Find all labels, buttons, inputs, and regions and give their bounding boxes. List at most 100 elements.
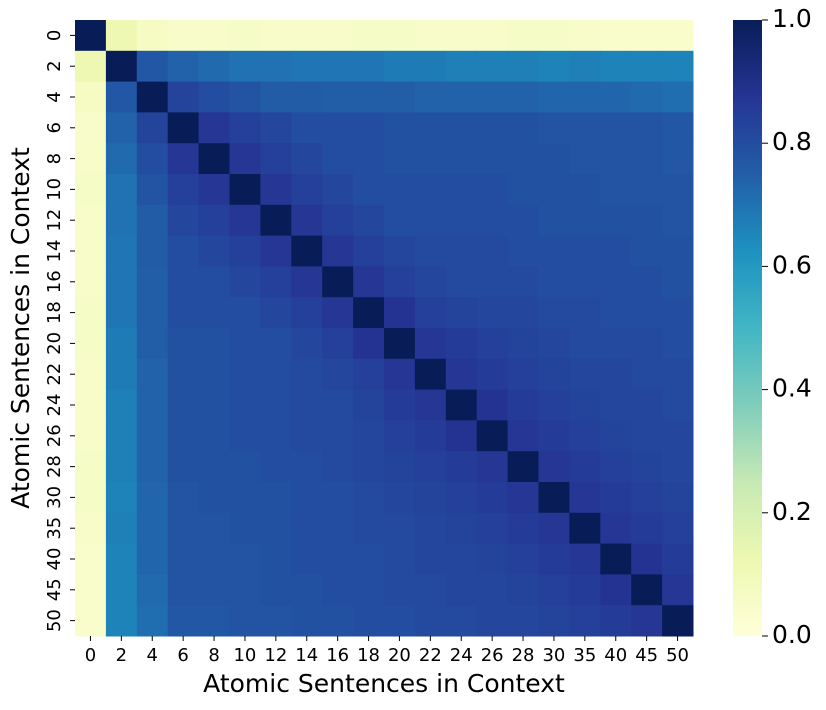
heatmap-cell [600,297,632,329]
y-tick-label: 16 [44,270,65,293]
y-tick-label: 26 [44,424,65,447]
heatmap-cell [136,543,169,575]
heatmap-cell [260,174,292,206]
y-tick-label: 24 [44,394,65,417]
heatmap-cell [167,420,200,452]
heatmap-cell [229,420,261,452]
heatmap-cell [229,358,261,391]
heatmap-cell [322,297,354,329]
heatmap-cell [291,20,323,52]
heatmap-cell [167,297,200,329]
heatmap-cell [476,574,509,606]
heatmap-cell [322,266,354,298]
heatmap-cell [569,482,601,514]
heatmap-cell [600,204,632,237]
heatmap-cell [569,543,601,575]
heatmap-cell [291,174,323,206]
heatmap-cell [260,482,292,514]
heatmap-cell [167,81,200,113]
x-tick-label: 24 [450,645,473,666]
heatmap-cell [291,574,323,606]
heatmap-cell [229,50,261,83]
heatmap-cell [662,20,694,52]
heatmap-cell [662,297,694,329]
heatmap-cell [662,574,694,606]
heatmap-cell [353,512,385,545]
heatmap-cell [75,389,107,421]
heatmap-cell [445,328,478,360]
y-tick-label: 10 [44,178,65,201]
heatmap-cell [353,358,385,391]
heatmap-cell [662,143,694,175]
heatmap-cell [260,605,292,637]
heatmap-cell [167,266,200,298]
heatmap-cell [291,143,323,175]
heatmap-cell [75,266,107,298]
heatmap-cell [105,574,138,606]
heatmap-cell [445,605,478,637]
heatmap-cell [322,482,354,514]
heatmap-cell [631,174,663,206]
heatmap-cell [384,235,416,267]
heatmap-cell [569,266,601,298]
heatmap-cell [229,297,261,329]
heatmap-cell [662,451,694,483]
heatmap-cell [75,50,107,83]
heatmap-cell [75,543,107,575]
heatmap-cell [229,328,261,360]
heatmap-cell [105,605,138,637]
heatmap-cell [476,204,509,237]
heatmap-cell [229,482,261,514]
heatmap-cell [136,112,169,144]
heatmap-cell [136,358,169,391]
heatmap-cell [414,143,447,175]
heatmap-cell [291,204,323,237]
heatmap-cell [322,235,354,267]
heatmap-cell [538,174,570,206]
heatmap-cell [445,143,478,175]
x-tick-label: 2 [116,645,127,666]
heatmap-cell [631,328,663,360]
colorbar-tick-label: 1.0 [772,4,812,33]
heatmap-cell [291,451,323,483]
heatmap-cell [631,112,663,144]
heatmap-cell [353,297,385,329]
heatmap-cell [353,81,385,113]
heatmap-cell [105,328,138,360]
y-axis-title: Atomic Sentences in Context [6,147,35,509]
heatmap-cell [291,605,323,637]
heatmap-cell [167,605,200,637]
heatmap-cell [569,574,601,606]
heatmap-cell [260,204,292,237]
heatmap-cell [414,328,447,360]
heatmap-cell [105,235,138,267]
heatmap-cell [662,328,694,360]
y-tick-label: 12 [44,209,65,232]
heatmap-cell [384,112,416,144]
x-tick-label: 26 [481,645,504,666]
heatmap-cell [507,204,539,237]
heatmap-cell [136,235,169,267]
heatmap-cell [198,358,230,391]
heatmap-cell [198,20,230,52]
heatmap-cell [631,420,663,452]
heatmap-cell [384,482,416,514]
y-tick-label: 14 [44,240,65,263]
heatmap-cell [600,328,632,360]
heatmap-cell [507,81,539,113]
x-tick-label: 8 [208,645,219,666]
heatmap-cell [476,482,509,514]
x-tick-label: 35 [573,645,596,666]
heatmap-cell [167,235,200,267]
x-tick-label: 16 [326,645,349,666]
heatmap-cell [538,605,570,637]
heatmap-cell [75,420,107,452]
heatmap-cell [322,143,354,175]
heatmap-cell [105,512,138,545]
heatmap-cell [322,389,354,421]
heatmap-cell [662,543,694,575]
heatmap-cell [569,420,601,452]
heatmap-cell [353,266,385,298]
heatmap-cell [167,174,200,206]
y-tick-label: 2 [44,60,65,71]
